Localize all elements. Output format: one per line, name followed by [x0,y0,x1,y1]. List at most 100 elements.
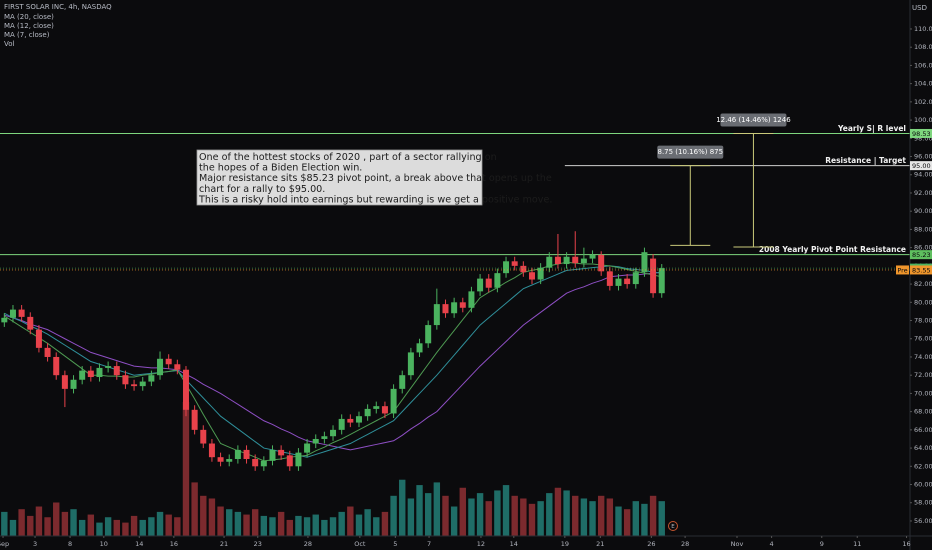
candle-body [624,278,631,285]
candle-body [658,268,665,294]
y-tick-label: 68.00 [914,408,932,416]
volume-bar [260,515,268,536]
volume-bar [580,498,588,536]
candle-body [252,459,259,467]
indicator-label: Vol [4,40,15,48]
volume-bar [1,511,8,536]
price-tag-label: 83.55 [912,266,931,274]
symbol-title: FIRST SOLAR INC, 4h, NASDAQ [4,3,112,11]
candle-body [61,375,68,389]
volume-bar [537,501,544,536]
candle-body [191,409,198,430]
candle-body [217,457,224,462]
volume-bar [321,519,328,536]
volume-bar [347,506,354,536]
volume-bar [623,509,631,536]
indicator-label: MA (12, close) [4,22,54,30]
note-line: One of the hottest stocks of 2020 , part… [199,152,497,163]
level-label: 2008 Yearly Pivot Point Resistance [759,245,906,254]
candle-body [113,366,120,376]
price-tag-label: 85.23 [912,251,931,259]
candle-body [615,278,622,286]
y-tick-label: 88.00 [914,225,932,233]
y-tick-label: 78.00 [914,317,932,325]
price-tag [910,128,932,138]
earnings-label: E [671,524,675,530]
candle-body [44,347,51,357]
volume-bar [373,517,380,536]
candle-body [528,272,535,280]
note-line: the hopes of a Biden Election win. [199,163,362,174]
candle-body [243,449,250,460]
volume-bar [433,482,441,536]
volume-bar [632,501,639,536]
y-tick-label: 82.00 [914,280,932,288]
volume-bar [416,485,423,536]
candle-body [269,449,276,461]
y-tick-label: 72.00 [914,371,932,379]
volume-bar [70,509,77,536]
candle-body [174,364,181,370]
y-tick-label: 102.00 [914,98,932,106]
candle-body [27,316,34,330]
indicator-label: MA (20, close) [4,13,54,21]
volume-bar [87,514,95,536]
volume-bar [113,519,120,536]
volume-bar [649,495,657,536]
volume-bar [485,501,492,536]
volume-bar [61,511,69,536]
volume-bar [139,519,146,536]
candle-body [589,254,596,259]
candle-body [182,369,189,410]
candle-body [96,367,103,378]
volume-bar [53,502,60,536]
volume-bar [303,517,311,536]
volume-bar [615,506,622,536]
volume-bar [563,490,570,536]
volume-bar [182,402,190,536]
measure-box [657,145,724,159]
volume-bar [442,495,449,536]
volume-bar [226,509,233,536]
volume-bar [641,503,648,536]
volume-bar [459,487,466,536]
candle-body [9,309,16,318]
candle-body [286,455,293,467]
x-tick-label: 28 [681,540,689,548]
x-tick-label: Oct [354,540,366,548]
candle-body [442,304,449,314]
volume-bar [355,514,363,536]
volume-bar [174,517,181,536]
candle-body [148,375,155,382]
volume-bar [381,511,389,536]
plot-area: Yearly S| R level Resistance | Target 2008… [0,113,910,536]
volume-bar [502,485,510,536]
x-tick-label: 4 [770,540,774,548]
measure-label: 8.75 (10.16%) 875 [658,148,724,156]
y-tick-label: 66.00 [914,426,932,434]
indicator-label: MA (7, close) [4,31,50,39]
volume-bar [658,501,665,536]
volume-bar [390,495,397,536]
x-tick-label: 11 [853,540,861,548]
volume-bar [251,509,259,536]
volume-bar [191,482,198,536]
candle-body [122,375,129,385]
candle-body [511,261,518,266]
volume-bar [277,511,285,536]
price-tag [910,250,932,260]
candle-body [537,267,544,280]
candle-body [520,265,527,273]
y-tick-label: 96.00 [914,153,932,161]
volume-bar [44,517,51,536]
x-tick-label: Nov [731,540,744,548]
price-tag [910,161,932,171]
candle-body [79,370,86,380]
candle-body [650,258,657,294]
volume-bar [217,506,224,536]
x-tick-label: 8 [68,540,72,548]
candle-body [70,379,77,389]
x-tick-label: 14 [510,540,518,548]
candle-body [381,406,388,414]
